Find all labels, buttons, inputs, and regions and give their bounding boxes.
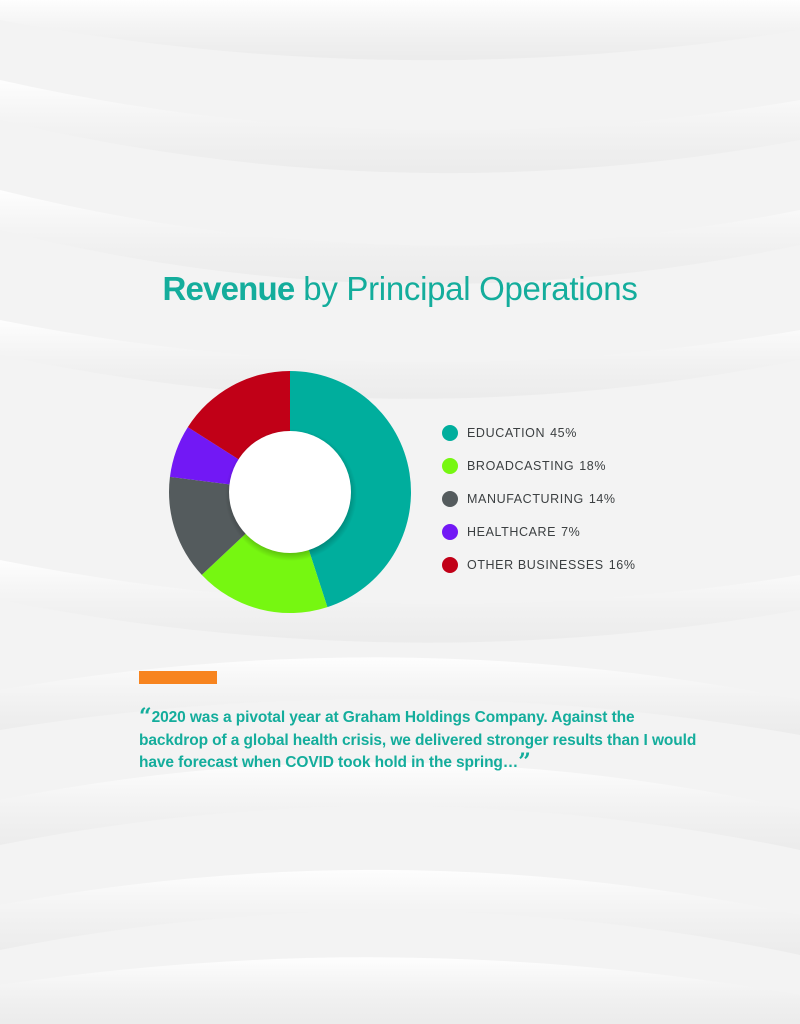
quote-text: 2020 was a pivotal year at Graham Holdin…	[139, 709, 697, 771]
legend-item-healthcare: HEALTHCARE 7%	[442, 515, 636, 548]
quote-close-mark: ”	[518, 749, 531, 775]
donut-chart	[168, 371, 412, 614]
legend-item-other-businesses: OTHER BUSINESSES 16%	[442, 548, 636, 581]
legend-swatch-healthcare	[442, 523, 458, 540]
legend-value-healthcare: 7%	[561, 524, 581, 539]
legend-label-broadcasting: BROADCASTING	[467, 458, 575, 473]
chart-title-light: by Principal Operations	[303, 270, 638, 307]
legend-label-manufacturing: MANUFACTURING	[467, 491, 584, 506]
pull-quote: “2020 was a pivotal year at Graham Holdi…	[139, 704, 699, 775]
legend-value-other-businesses: 16%	[608, 557, 636, 572]
legend-item-broadcasting: BROADCASTING 18%	[442, 449, 636, 482]
chart-title-bold: Revenue	[162, 270, 295, 307]
legend-swatch-manufacturing	[442, 490, 458, 507]
donut-hole	[229, 431, 351, 553]
legend-item-education: EDUCATION 45%	[442, 416, 636, 449]
accent-bar	[139, 671, 217, 684]
legend-swatch-other-businesses	[442, 556, 458, 573]
legend-value-broadcasting: 18%	[579, 458, 607, 473]
legend-swatch-broadcasting	[442, 457, 458, 474]
legend-item-manufacturing: MANUFACTURING 14%	[442, 482, 636, 515]
legend-value-manufacturing: 14%	[588, 491, 616, 506]
quote-open-mark: “	[139, 704, 152, 730]
legend-label-other-businesses: OTHER BUSINESSES	[467, 557, 604, 572]
legend-label-healthcare: HEALTHCARE	[467, 524, 557, 539]
legend-label-education: EDUCATION	[467, 425, 546, 440]
legend-value-education: 45%	[550, 425, 577, 440]
chart-legend: EDUCATION 45% BROADCASTING 18% MANUFACTURI…	[442, 416, 636, 581]
legend-swatch-education	[442, 424, 458, 441]
chart-title: Revenue by Principal Operations	[0, 270, 800, 308]
